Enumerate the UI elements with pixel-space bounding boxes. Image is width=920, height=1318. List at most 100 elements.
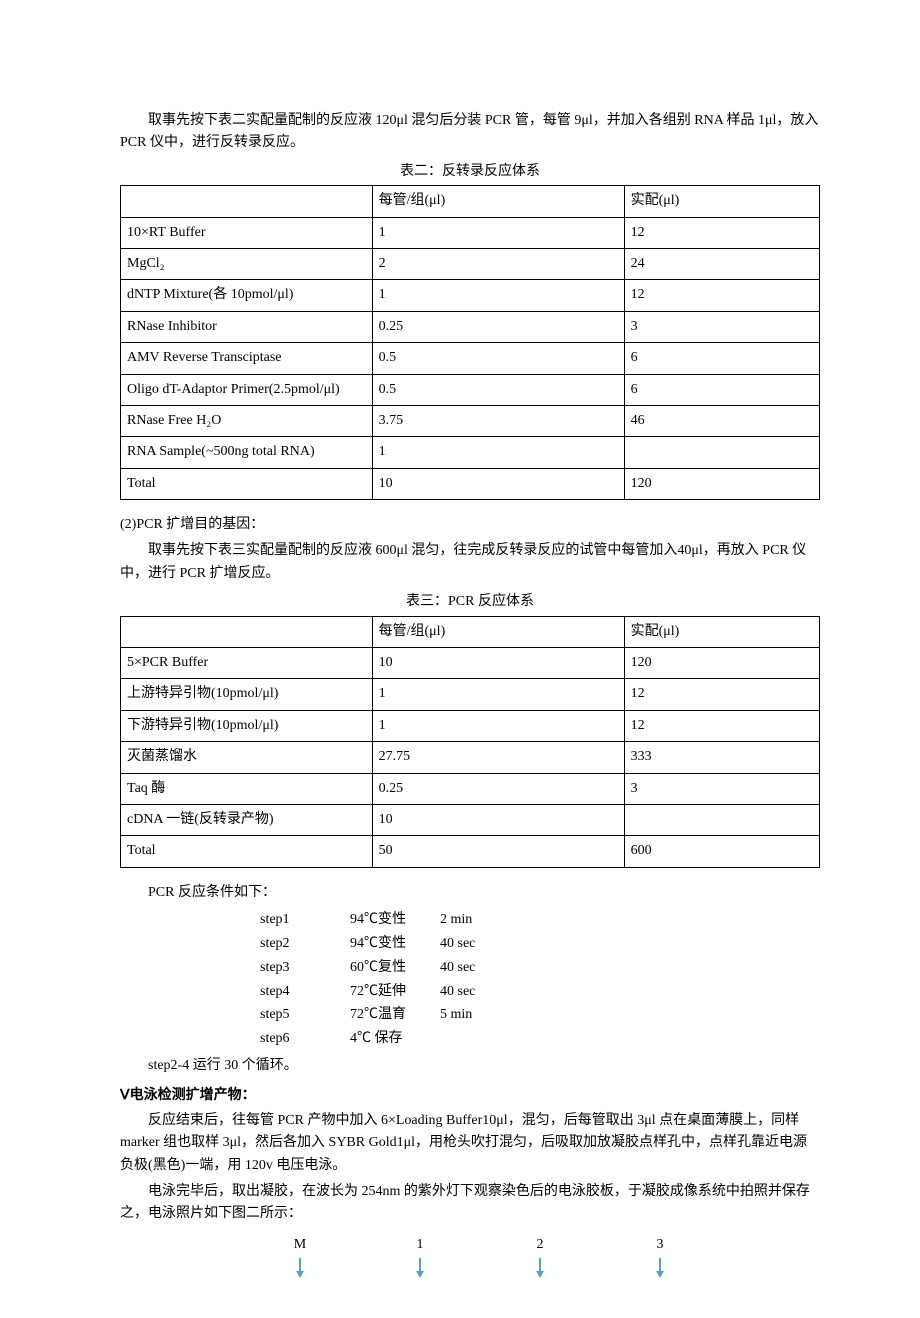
arrow-label: 1	[417, 1234, 424, 1256]
down-arrow-icon	[415, 1258, 425, 1278]
table-cell: Total	[121, 468, 373, 499]
table-cell: 3	[624, 311, 819, 342]
table-cell: 3	[624, 773, 819, 804]
table-cell: 0.25	[372, 773, 624, 804]
table-row: 10×RT Buffer112	[121, 217, 820, 248]
table-cell: 12	[624, 679, 819, 710]
table-cell: 12	[624, 280, 819, 311]
table-cell: 10	[372, 648, 624, 679]
table-cell: 每管/组(μl)	[372, 186, 624, 217]
table3: 每管/组(μl) 实配(μl) 5×PCR Buffer10120 上游特异引物…	[120, 616, 820, 868]
table-row: Total50600	[121, 836, 820, 867]
section-v-title: Ⅴ电泳检测扩增产物：	[120, 1085, 820, 1107]
arrow-label: 2	[537, 1234, 544, 1256]
table-cell: 46	[624, 405, 819, 436]
table-row: 5×PCR Buffer10120	[121, 648, 820, 679]
table-cell: 下游特异引物(10pmol/μl)	[121, 710, 373, 741]
step-cond: 72℃温育	[350, 1003, 440, 1027]
table-row: RNA Sample(~500ng total RNA)1	[121, 437, 820, 468]
step-time: 40 sec	[440, 932, 530, 956]
table-cell: 1	[372, 679, 624, 710]
table-row: Total10120	[121, 468, 820, 499]
intro-paragraph-2: 取事先按下表三实配量配制的反应液 600μl 混匀，往完成反转录反应的试管中每管…	[120, 540, 820, 585]
table-row: 下游特异引物(10pmol/μl)112	[121, 710, 820, 741]
table-cell: 每管/组(μl)	[372, 616, 624, 647]
table-cell: 3.75	[372, 405, 624, 436]
step-name: step6	[260, 1027, 350, 1051]
cycle-note: step2-4 运行 30 个循环。	[120, 1055, 820, 1077]
step-name: step3	[260, 956, 350, 980]
table-cell: 12	[624, 217, 819, 248]
table-cell: 12	[624, 710, 819, 741]
table-row: cDNA 一链(反转录产物)10	[121, 804, 820, 835]
paragraph-v1: 反应结束后，往每管 PCR 产物中加入 6×Loading Buffer10μl…	[120, 1110, 820, 1177]
table-row: AMV Reverse Transciptase0.56	[121, 343, 820, 374]
table-cell: MgCl₂	[121, 248, 373, 279]
table-cell: cDNA 一链(反转录产物)	[121, 804, 373, 835]
step-name: step4	[260, 980, 350, 1004]
step-time: 5 min	[440, 1003, 530, 1027]
table-cell: RNase Inhibitor	[121, 311, 373, 342]
step-cond: 72℃延伸	[350, 980, 440, 1004]
table-cell: RNA Sample(~500ng total RNA)	[121, 437, 373, 468]
table-cell: Total	[121, 836, 373, 867]
table-cell: 600	[624, 836, 819, 867]
table-cell: 5×PCR Buffer	[121, 648, 373, 679]
table-cell: AMV Reverse Transciptase	[121, 343, 373, 374]
intro-paragraph-1: 取事先按下表二实配量配制的反应液 120μl 混匀后分装 PCR 管，每管 9μ…	[120, 110, 820, 155]
table-cell	[624, 804, 819, 835]
table-cell: 24	[624, 248, 819, 279]
table-row: 每管/组(μl) 实配(μl)	[121, 186, 820, 217]
table-cell: 120	[624, 468, 819, 499]
table-row: 上游特异引物(10pmol/μl)112	[121, 679, 820, 710]
table-cell: 10×RT Buffer	[121, 217, 373, 248]
step-cond: 60℃复性	[350, 956, 440, 980]
down-arrow-icon	[295, 1258, 305, 1278]
table-cell	[121, 186, 373, 217]
table-cell: dNTP Mixture(各 10pmol/μl)	[121, 280, 373, 311]
paragraph-v2: 电泳完毕后，取出凝胶，在波长为 254nm 的紫外灯下观察染色后的电泳胶板，于凝…	[120, 1181, 820, 1226]
table-row: dNTP Mixture(各 10pmol/μl)112	[121, 280, 820, 311]
table-cell: 6	[624, 374, 819, 405]
table-cell: 0.5	[372, 343, 624, 374]
table-cell: 1	[372, 710, 624, 741]
step-time: 40 sec	[440, 980, 530, 1004]
table-cell: 1	[372, 217, 624, 248]
table-cell: 0.5	[372, 374, 624, 405]
table-cell	[121, 616, 373, 647]
table-row: 灭菌蒸馏水27.75333	[121, 742, 820, 773]
table-cell: 实配(μl)	[624, 186, 819, 217]
table2-caption: 表二：反转录反应体系	[120, 161, 820, 183]
table-cell: 50	[372, 836, 624, 867]
table-row: RNase Free H₂O3.7546	[121, 405, 820, 436]
arrow-label: 3	[657, 1234, 664, 1256]
table-cell: 灭菌蒸馏水	[121, 742, 373, 773]
table-cell: RNase Free H₂O	[121, 405, 373, 436]
table-cell: 0.25	[372, 311, 624, 342]
table-cell: 2	[372, 248, 624, 279]
pcr-conditions-label: PCR 反应条件如下：	[120, 882, 820, 904]
lane-arrows: M 1 2 3	[280, 1234, 820, 1278]
table-row: Oligo dT-Adaptor Primer(2.5pmol/μl)0.56	[121, 374, 820, 405]
step-cond: 94℃变性	[350, 908, 440, 932]
step-time: 2 min	[440, 908, 530, 932]
table-cell: Oligo dT-Adaptor Primer(2.5pmol/μl)	[121, 374, 373, 405]
arrow-label: M	[294, 1234, 306, 1256]
table-cell: 10	[372, 468, 624, 499]
table-cell: Taq 酶	[121, 773, 373, 804]
table-cell: 10	[372, 804, 624, 835]
table-row: 每管/组(μl) 实配(μl)	[121, 616, 820, 647]
table-cell	[624, 437, 819, 468]
table-cell: 上游特异引物(10pmol/μl)	[121, 679, 373, 710]
pcr-steps: step194℃变性2 min step294℃变性40 sec step360…	[260, 908, 820, 1051]
down-arrow-icon	[655, 1258, 665, 1278]
section2-label: (2)PCR 扩增目的基因：	[120, 514, 820, 536]
down-arrow-icon	[535, 1258, 545, 1278]
step-name: step1	[260, 908, 350, 932]
table-cell: 1	[372, 280, 624, 311]
step-cond: 4℃ 保存	[350, 1027, 440, 1051]
step-time: 40 sec	[440, 956, 530, 980]
table-cell: 120	[624, 648, 819, 679]
step-time	[440, 1027, 530, 1051]
table-cell: 27.75	[372, 742, 624, 773]
